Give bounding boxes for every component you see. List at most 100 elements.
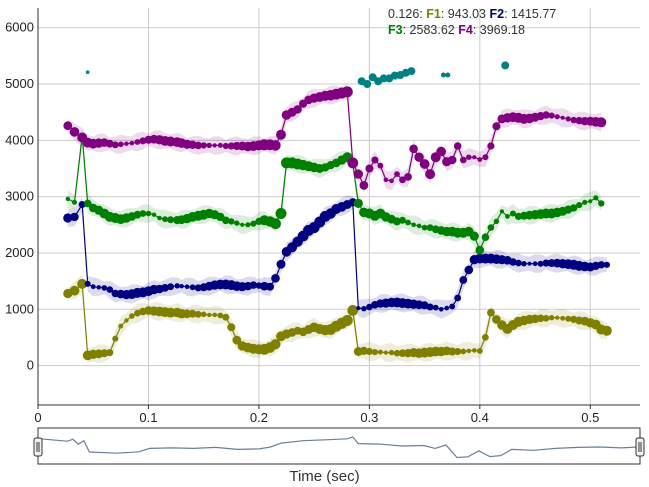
point-f3	[139, 210, 147, 217]
point-f4	[404, 173, 412, 181]
x-tick-label: 0.2	[250, 410, 268, 425]
point-f1	[466, 348, 472, 354]
point-f3	[250, 220, 257, 227]
point-f2	[420, 301, 429, 310]
point-f4	[596, 117, 607, 128]
point-f4	[487, 142, 495, 150]
point-f1	[188, 309, 197, 318]
range-selector[interactable]	[33, 427, 645, 465]
point-f3	[228, 218, 235, 225]
point-f2	[356, 306, 361, 311]
point-f1	[365, 347, 373, 356]
y-tick-label: 2000	[5, 245, 34, 260]
point-f2	[189, 284, 196, 291]
point-f4	[134, 139, 141, 145]
point-f2	[603, 261, 611, 268]
point-f1	[460, 348, 467, 355]
point-f1	[194, 310, 202, 318]
point-f1	[601, 325, 612, 336]
point-f4	[389, 178, 394, 184]
range-handle-right[interactable]	[635, 437, 645, 457]
point-f5	[445, 72, 451, 78]
point-f1	[134, 309, 141, 317]
x-tick-label: 0	[34, 410, 41, 425]
point-f2	[361, 306, 367, 312]
x-tick-labels: 0 0.1 0.2 0.3 0.4 0.5	[34, 405, 599, 425]
point-f4	[371, 156, 379, 164]
point-f1	[212, 312, 217, 318]
band-f3	[67, 127, 602, 258]
point-f4	[560, 115, 565, 120]
point-f4	[425, 169, 436, 180]
point-f1	[106, 349, 114, 357]
point-f4	[466, 154, 472, 160]
y-tick-label: 3000	[5, 189, 34, 204]
point-f4	[111, 141, 119, 149]
point-f4	[276, 129, 286, 140]
point-f2	[174, 283, 180, 289]
point-f4	[436, 146, 447, 157]
point-f2	[106, 286, 114, 293]
point-f1	[217, 312, 224, 319]
point-f3	[588, 199, 593, 204]
readout-panel: 0.126: F1: 943.03 F2: 1415.77 F3: 2583.6…	[388, 7, 556, 37]
point-f3	[493, 218, 500, 225]
x-tick-label: 0.5	[581, 410, 599, 425]
point-f3	[353, 198, 363, 208]
readout-f2-label: F2	[490, 7, 505, 21]
point-f2	[537, 260, 544, 267]
point-f4	[414, 152, 424, 162]
point-f3	[421, 224, 428, 231]
point-f4	[394, 171, 400, 178]
point-f1	[565, 315, 572, 322]
range-handle-left[interactable]	[33, 437, 43, 457]
point-f4	[399, 176, 406, 184]
point-f1	[476, 348, 483, 354]
point-f2	[96, 285, 102, 290]
point-f1	[69, 285, 80, 296]
point-f5	[85, 70, 90, 74]
point-f5	[440, 72, 446, 78]
point-f4	[565, 116, 571, 122]
point-f3	[399, 216, 406, 224]
point-f1	[341, 315, 353, 326]
point-f3	[393, 217, 401, 226]
readout-f3-value: 2583.62	[410, 23, 455, 37]
point-f1	[118, 323, 124, 329]
point-f1	[536, 314, 545, 323]
y-tick-label: 0	[27, 358, 34, 373]
readout-f3-label: F3	[388, 23, 403, 37]
point-f3	[416, 223, 422, 229]
point-f1	[347, 305, 359, 316]
x-tick-label: 0.4	[471, 410, 489, 425]
point-f1	[112, 335, 119, 342]
point-f4	[554, 114, 560, 120]
readout-line-2: F3: 2583.62 F4: 3969.18	[388, 23, 525, 37]
point-f3	[72, 199, 77, 205]
point-f4	[383, 177, 389, 183]
point-f1	[448, 347, 457, 356]
point-f2	[438, 307, 444, 312]
point-f1	[555, 315, 560, 320]
x-tick-label: 0.1	[139, 410, 157, 425]
point-f4	[353, 169, 363, 179]
point-f4	[212, 143, 217, 148]
point-f1	[542, 315, 550, 322]
y-tick-label: 1000	[5, 301, 34, 316]
point-f2	[459, 276, 468, 284]
point-f4	[409, 144, 418, 154]
point-f2	[84, 280, 91, 287]
point-f2	[78, 201, 86, 208]
point-f4	[206, 142, 212, 149]
point-f4	[359, 181, 369, 190]
point-f1	[371, 349, 378, 356]
point-f4	[200, 142, 207, 149]
point-f1	[472, 348, 477, 353]
point-f3	[576, 202, 583, 209]
point-f4	[124, 141, 129, 146]
point-f1	[100, 349, 109, 358]
point-f4	[129, 140, 135, 146]
y-tick-label: 5000	[5, 76, 34, 91]
point-f5	[501, 61, 510, 70]
